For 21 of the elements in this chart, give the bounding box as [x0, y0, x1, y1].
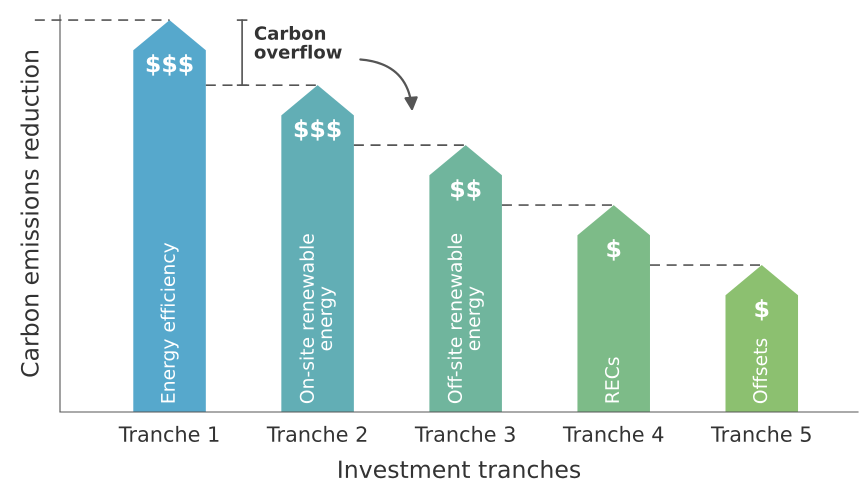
x-tick-label: Tranche 4 — [562, 426, 664, 442]
annotation: Energy efficiency — [160, 242, 179, 402]
annotation: On-site renewable energy — [299, 234, 336, 404]
annotation: $$$ — [146, 54, 193, 76]
x-tick-label: Tranche 5 — [710, 426, 811, 442]
annotation: Carbon overflow — [254, 26, 342, 59]
x-tick-label: Tranche 3 — [414, 426, 515, 442]
x-tick-label: Tranche 1 — [118, 426, 218, 442]
annotation: $$$ — [294, 119, 341, 141]
x-axis-title: Investment tranches — [339, 460, 580, 478]
annotation: $ — [755, 299, 768, 321]
x-tick-label: Tranche 2 — [266, 426, 366, 442]
bar — [429, 145, 502, 412]
annotation: RECs — [604, 357, 620, 402]
y-axis-title: Carbon emissions reduction — [20, 51, 39, 377]
bar — [133, 20, 206, 412]
annotation: $ — [607, 239, 620, 261]
annotation: Off-site renewable energy — [448, 234, 484, 404]
annotation: Offsets — [752, 338, 768, 404]
bar — [281, 85, 354, 412]
annotation: $$ — [451, 179, 480, 201]
